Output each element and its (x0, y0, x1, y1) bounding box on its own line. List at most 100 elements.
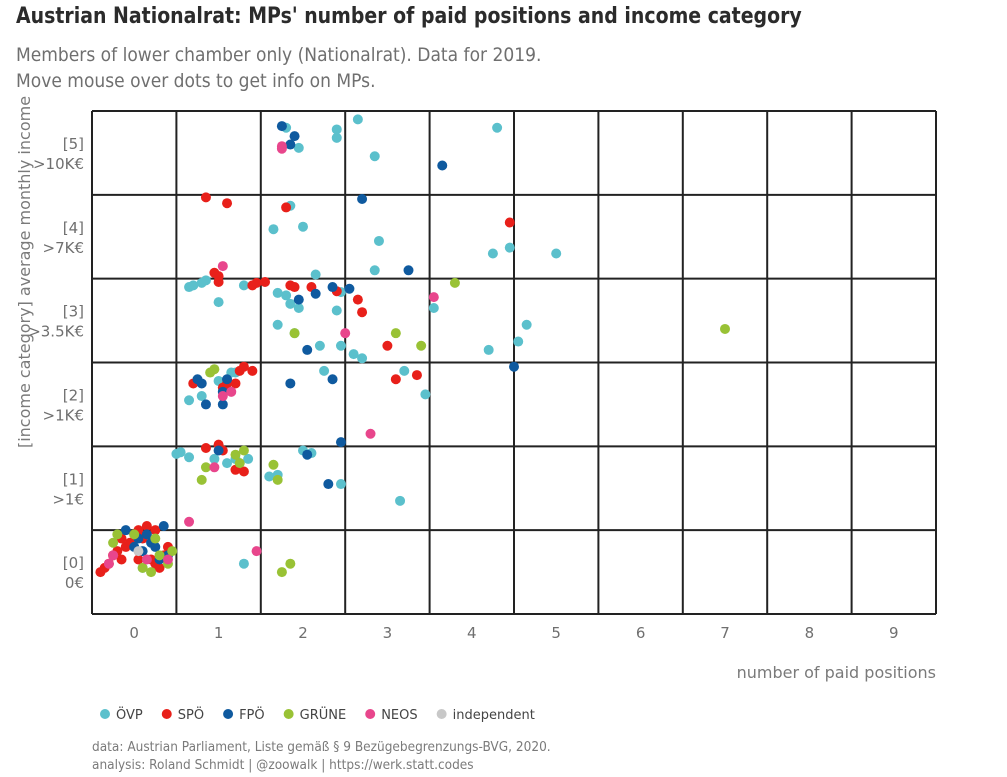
data-point[interactable]: SPÖ (238, 361, 249, 372)
data-point[interactable]: FPÖ (285, 378, 296, 389)
data-point[interactable]: ÖVP (551, 248, 562, 259)
data-point[interactable]: FPÖ (141, 529, 152, 540)
data-point[interactable]: FPÖ (200, 399, 211, 410)
data-point[interactable]: ÖVP (268, 224, 279, 235)
data-point[interactable]: NEOS (103, 558, 114, 569)
data-point[interactable]: NEOS (365, 428, 376, 439)
data-point[interactable]: SPÖ (213, 277, 224, 288)
data-point[interactable]: FPÖ (120, 525, 131, 536)
data-point[interactable]: GRÜNE (234, 458, 245, 469)
data-point[interactable]: GRÜNE (238, 445, 249, 456)
data-point[interactable]: ÖVP (513, 336, 524, 347)
data-point[interactable]: GRÜNE (285, 558, 296, 569)
data-point[interactable]: ÖVP (369, 151, 380, 162)
data-point[interactable]: FPÖ (509, 361, 519, 372)
data-point[interactable]: GRÜNE (276, 567, 287, 578)
data-point[interactable]: FPÖ (327, 282, 338, 293)
data-point[interactable]: ÖVP (399, 365, 410, 376)
data-point[interactable]: NEOS (184, 516, 195, 527)
data-point[interactable]: GRÜNE (289, 328, 300, 339)
data-point[interactable]: ÖVP (352, 114, 363, 125)
data-point[interactable]: ÖVP (331, 305, 342, 316)
data-point[interactable]: FPÖ (437, 160, 448, 171)
data-point[interactable]: FPÖ (222, 374, 233, 385)
data-point[interactable]: NEOS (209, 462, 220, 473)
data-point[interactable]: GRÜNE (196, 474, 207, 485)
data-point[interactable]: SPÖ (289, 282, 300, 293)
data-point[interactable]: ÖVP (243, 453, 254, 464)
data-point[interactable]: GRÜNE (449, 277, 460, 288)
data-point[interactable]: ÖVP (238, 280, 249, 291)
data-point[interactable]: GRÜNE (390, 328, 401, 339)
data-point[interactable]: ÖVP (314, 340, 325, 351)
data-point[interactable]: FPÖ (302, 344, 313, 355)
data-point[interactable]: NEOS (226, 386, 237, 397)
data-point[interactable]: ÖVP (209, 453, 220, 464)
data-point[interactable]: GRÜNE (720, 323, 730, 334)
data-point[interactable]: GRÜNE (416, 340, 427, 351)
data-point[interactable]: ÖVP (420, 389, 431, 400)
data-point[interactable]: ÖVP (188, 280, 199, 291)
data-point[interactable]: ÖVP (492, 122, 503, 133)
data-point[interactable]: SPÖ (133, 554, 144, 565)
data-point[interactable]: GRÜNE (129, 529, 140, 540)
data-point[interactable]: GRÜNE (268, 459, 279, 470)
data-point[interactable]: SPÖ (382, 340, 393, 351)
data-point[interactable]: SPÖ (238, 466, 249, 477)
data-point[interactable]: ÖVP (281, 290, 292, 301)
data-point[interactable]: ÖVP (184, 395, 195, 406)
data-point[interactable]: ÖVP (293, 142, 304, 153)
data-point[interactable]: SPÖ (141, 520, 152, 531)
data-point[interactable]: ÖVP (487, 248, 498, 259)
data-point[interactable]: ÖVP (331, 132, 342, 143)
data-point[interactable]: FPÖ (196, 378, 207, 389)
data-point[interactable]: ÖVP (222, 458, 233, 469)
data-point[interactable]: ÖVP (357, 353, 368, 364)
data-point[interactable]: SPÖ (357, 307, 368, 318)
data-point[interactable]: ÖVP (200, 275, 211, 286)
data-point[interactable]: ÖVP (196, 391, 207, 402)
data-point[interactable]: ÖVP (238, 558, 249, 569)
data-point[interactable]: ÖVP (395, 495, 406, 506)
data-point[interactable]: ÖVP (335, 479, 346, 490)
data-point[interactable]: NEOS (217, 391, 228, 402)
data-point[interactable]: GRÜNE (272, 474, 283, 485)
data-point[interactable]: SPÖ (411, 370, 422, 381)
data-point[interactable]: FPÖ (293, 294, 304, 305)
data-point[interactable]: GRÜNE (137, 562, 148, 573)
data-point[interactable]: ÖVP (310, 269, 321, 280)
data-point[interactable]: GRÜNE (150, 533, 161, 544)
data-point[interactable]: ÖVP (272, 319, 283, 330)
data-point[interactable]: SPÖ (260, 277, 271, 288)
data-point[interactable]: ÖVP (298, 221, 308, 232)
data-point[interactable]: ÖVP (335, 340, 346, 351)
data-point[interactable]: NEOS (428, 292, 439, 303)
data-point[interactable]: SPÖ (150, 525, 161, 536)
data-point[interactable]: ÖVP (483, 344, 494, 355)
data-point[interactable]: NEOS (162, 554, 173, 565)
data-point[interactable]: SPÖ (116, 554, 127, 565)
data-point[interactable]: ÖVP (369, 265, 380, 276)
data-point[interactable]: SPÖ (154, 562, 165, 573)
data-point[interactable]: FPÖ (327, 374, 338, 385)
data-point[interactable]: NEOS (340, 328, 351, 339)
data-point[interactable]: SPÖ (390, 374, 401, 385)
data-point[interactable]: ÖVP (428, 303, 439, 314)
data-point[interactable]: ÖVP (504, 242, 515, 253)
data-point[interactable]: SPÖ (281, 202, 292, 213)
data-point[interactable]: SPÖ (247, 365, 258, 376)
data-point[interactable]: SPÖ (504, 217, 515, 228)
data-point[interactable]: ÖVP (272, 287, 283, 298)
data-point[interactable]: ÖVP (175, 447, 186, 458)
data-point[interactable]: ÖVP (331, 124, 342, 135)
data-point[interactable]: ÖVP (213, 297, 224, 308)
data-point[interactable]: GRÜNE (112, 529, 123, 540)
data-point[interactable]: SPÖ (251, 277, 262, 288)
data-point[interactable]: FPÖ (310, 288, 321, 299)
data-point[interactable]: GRÜNE (230, 449, 241, 460)
data-point[interactable]: SPÖ (200, 192, 211, 203)
data-point[interactable]: NEOS (276, 141, 287, 152)
data-point[interactable]: NEOS (141, 554, 152, 565)
data-point[interactable]: SPÖ (222, 198, 233, 209)
data-point[interactable]: SPÖ (200, 443, 211, 454)
